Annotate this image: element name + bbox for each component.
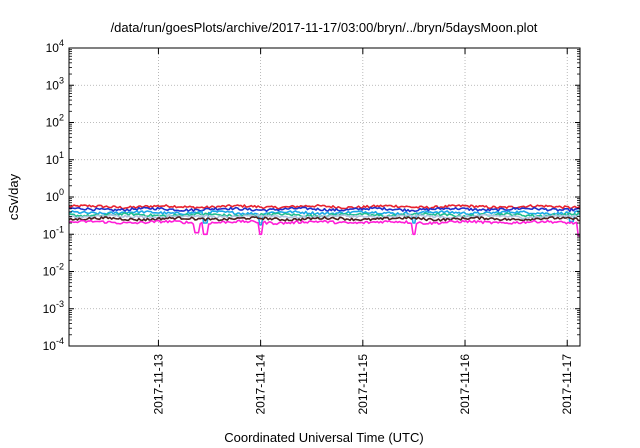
y-tick-exponent: 0 <box>59 187 64 197</box>
y-tick-exponent: 2 <box>59 113 64 123</box>
y-axis-label: cSv/day <box>6 173 21 220</box>
series-group <box>68 204 581 237</box>
y-tick-label: 100 <box>46 187 64 204</box>
series-line <box>68 204 581 210</box>
chart-title: /data/run/goesPlots/archive/2017-11-17/0… <box>111 20 538 35</box>
x-tick-label: 2017-11-17 <box>560 354 574 415</box>
y-tick-base: 10 <box>46 41 60 55</box>
y-tick-label: 10-1 <box>43 224 64 241</box>
x-axis-label: Coordinated Universal Time (UTC) <box>224 430 423 445</box>
y-tick-label: 10-3 <box>43 299 64 316</box>
series-line <box>68 216 581 222</box>
x-tick-label: 2017-11-15 <box>356 354 370 415</box>
y-tick-label: 101 <box>46 150 64 167</box>
grid <box>69 47 580 347</box>
series-line <box>68 206 581 213</box>
y-tick-exponent: -1 <box>56 224 64 234</box>
y-tick-exponent: 4 <box>59 38 64 48</box>
x-tick-label: 2017-11-14 <box>254 354 268 415</box>
y-tick-base: 10 <box>46 190 60 204</box>
y-tick-exponent: 3 <box>59 75 64 85</box>
y-tick-label: 104 <box>46 38 64 55</box>
y-tick-base: 10 <box>43 227 57 241</box>
y-tick-label: 102 <box>46 113 64 130</box>
series-line <box>68 210 581 226</box>
x-tick-label: 2017-11-13 <box>151 354 165 415</box>
y-tick-label: 103 <box>46 75 64 92</box>
y-tick-exponent: -4 <box>56 336 64 346</box>
y-tick-label: 10-4 <box>43 336 64 353</box>
y-tick-label: 10-2 <box>43 262 64 279</box>
series-line <box>68 219 580 237</box>
y-tick-exponent: 1 <box>59 150 64 160</box>
series-line <box>68 213 581 220</box>
y-tick-base: 10 <box>43 339 57 353</box>
y-tick-base: 10 <box>46 78 60 92</box>
ticks: 10-410-310-210-11001011021031042017-11-1… <box>43 38 580 415</box>
y-tick-exponent: -3 <box>56 299 64 309</box>
y-tick-base: 10 <box>46 116 60 130</box>
y-tick-base: 10 <box>43 265 57 279</box>
x-tick-label: 2017-11-16 <box>458 354 472 415</box>
y-tick-base: 10 <box>46 153 60 167</box>
y-tick-base: 10 <box>43 302 57 316</box>
y-tick-exponent: -2 <box>56 262 64 272</box>
